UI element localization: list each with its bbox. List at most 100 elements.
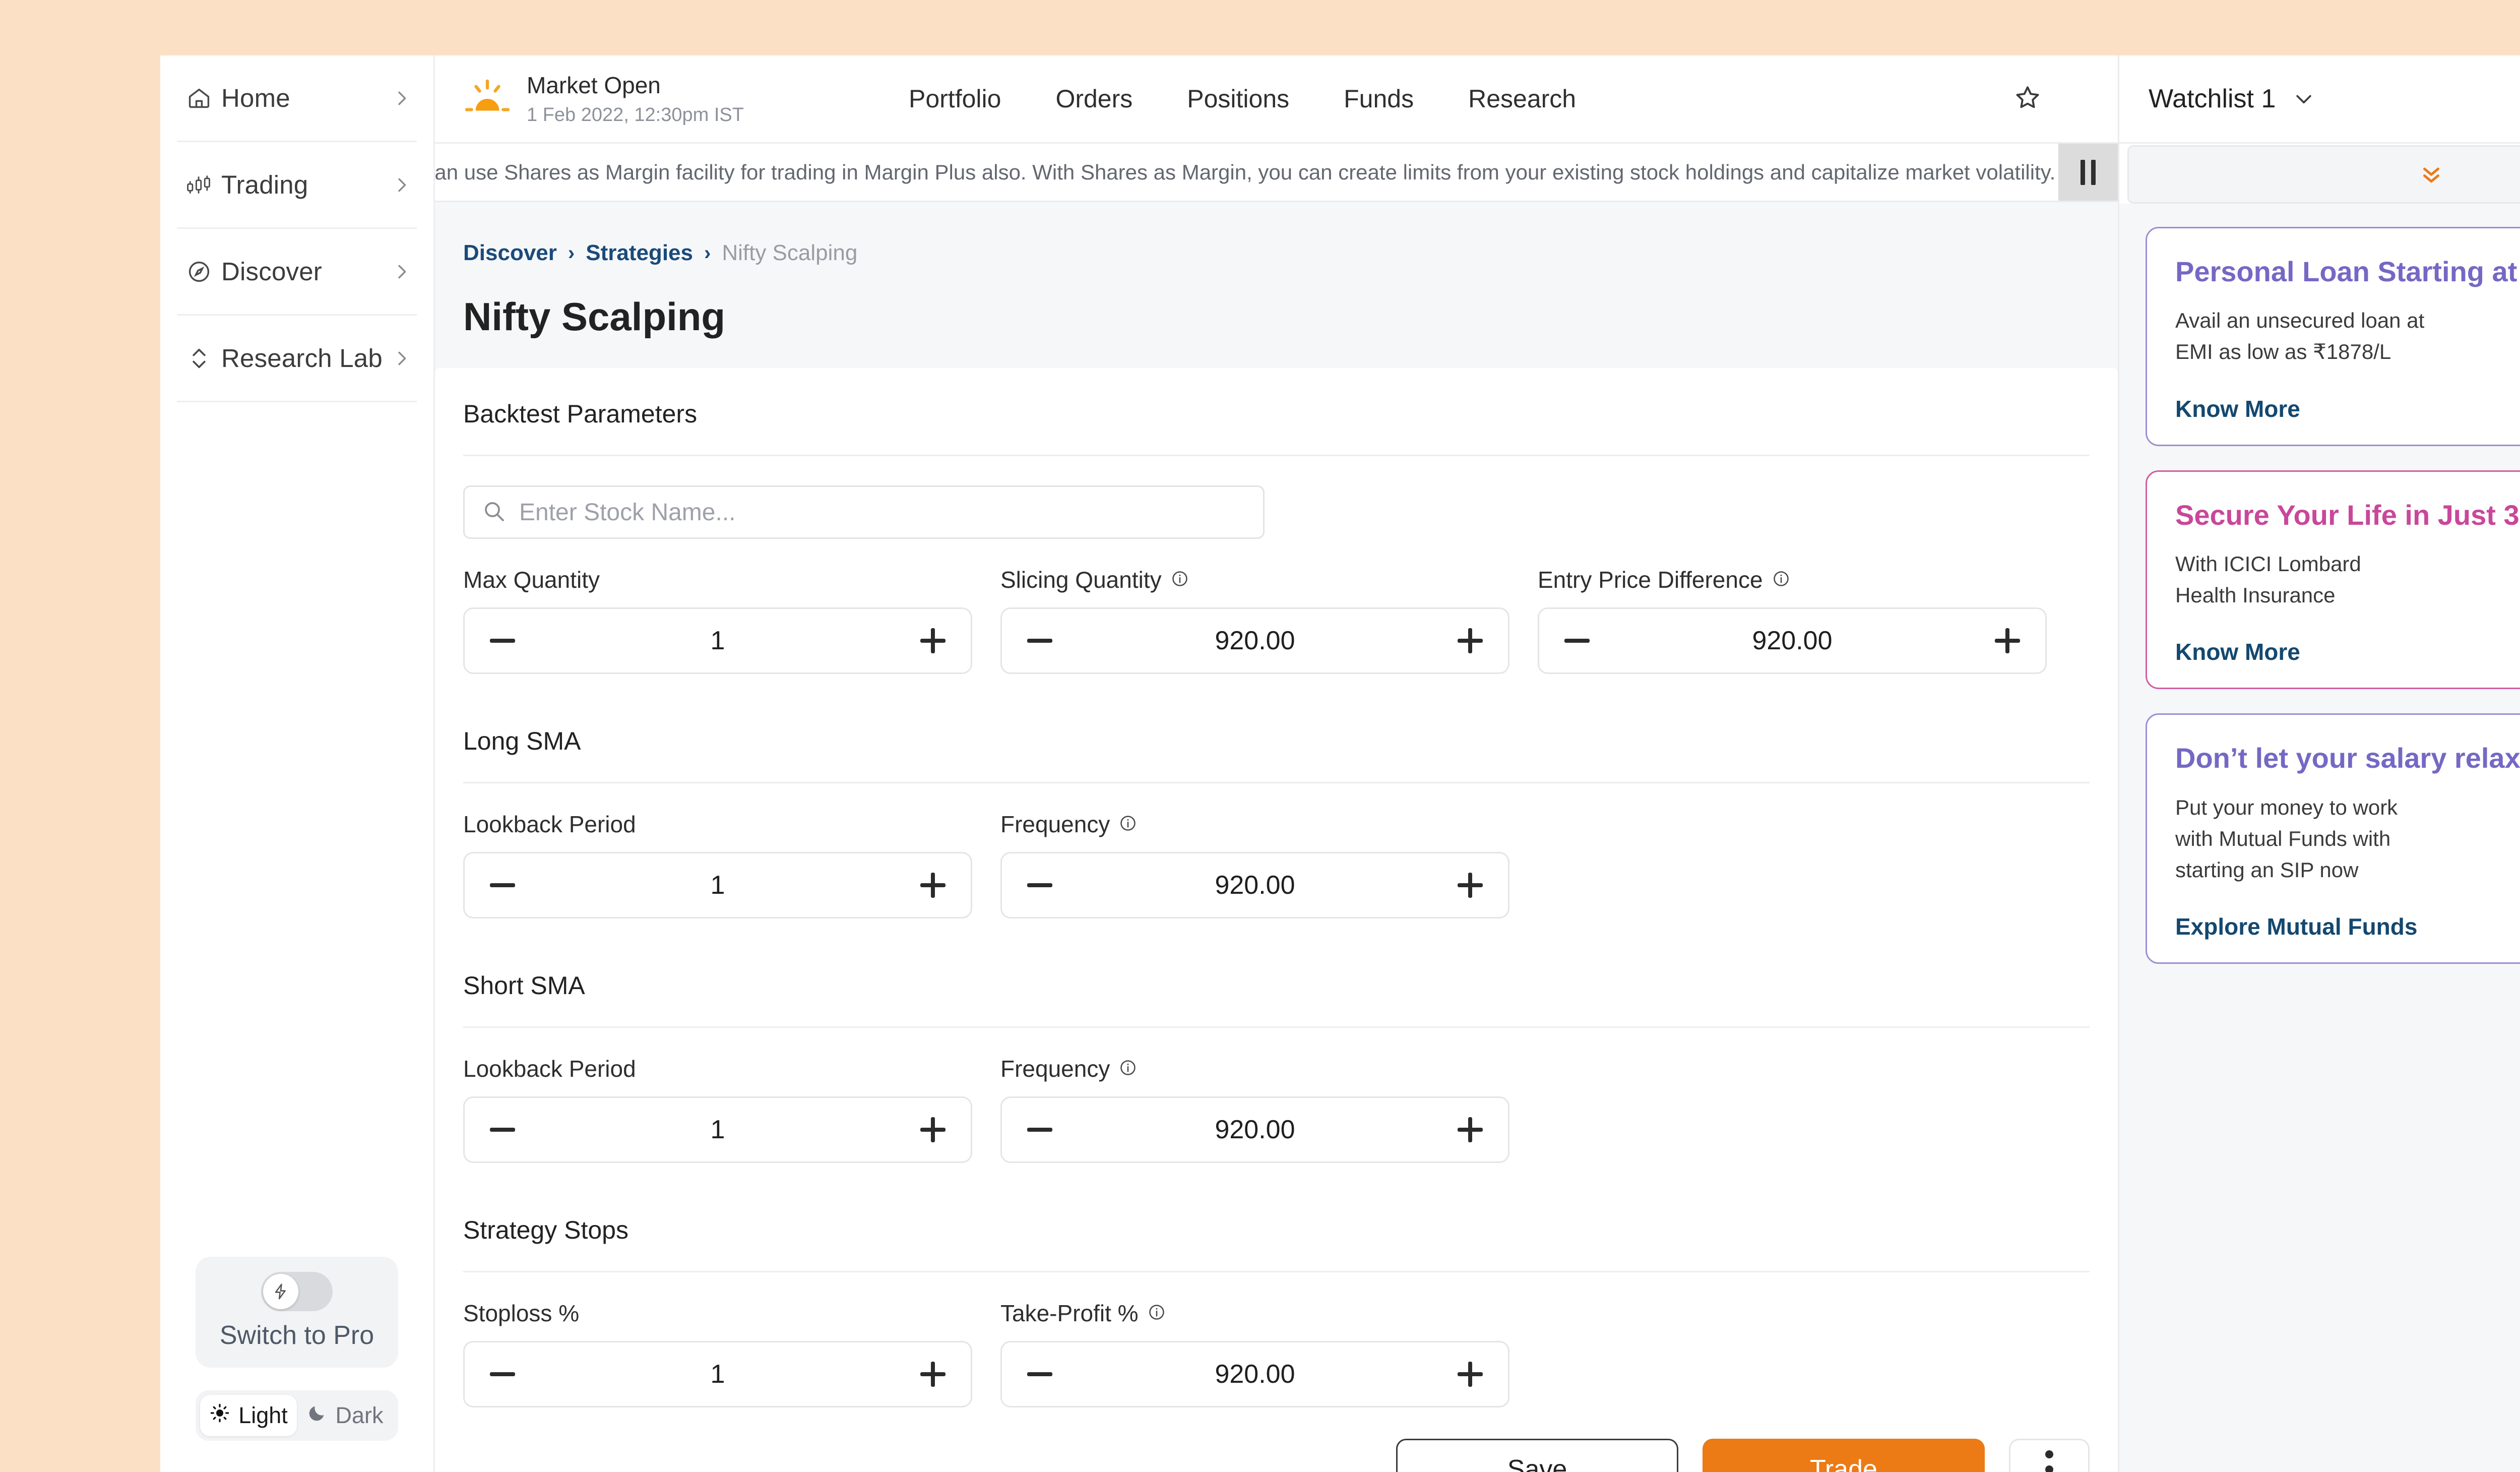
field-label: Max Quantity xyxy=(463,567,600,593)
increment-button[interactable] xyxy=(1432,853,1508,917)
sidebar-item-label: Trading xyxy=(221,170,308,199)
stepper-value[interactable]: 1 xyxy=(710,626,725,655)
ad-cta-explore-mutual-funds[interactable]: Explore Mutual Funds xyxy=(2175,913,2418,940)
stepper-value[interactable]: 1 xyxy=(710,871,725,900)
tab-funds[interactable]: Funds xyxy=(1344,85,1414,113)
increment-button[interactable] xyxy=(1432,1342,1508,1406)
kebab-menu-icon[interactable] xyxy=(2009,1439,2090,1472)
increment-button[interactable] xyxy=(1970,609,2045,672)
chevron-right-icon xyxy=(387,88,417,108)
decrement-button[interactable] xyxy=(1002,609,1078,672)
market-status-title: Market Open xyxy=(527,72,661,98)
tab-orders[interactable]: Orders xyxy=(1055,85,1133,113)
top-nav: Portfolio Orders Positions Funds Researc… xyxy=(909,84,1576,113)
field-slicing-quantity: Slicing Quantity 920.00 xyxy=(1000,566,1509,674)
save-button[interactable]: Save xyxy=(1396,1439,1678,1472)
decrement-button[interactable] xyxy=(1002,1342,1078,1406)
decrement-button[interactable] xyxy=(465,1098,540,1161)
stepper-value[interactable]: 920.00 xyxy=(1215,871,1295,900)
field-label: Lookback Period xyxy=(463,811,636,837)
ad-card-health-insurance[interactable]: Secure Your Life in Just 3 Steps With IC… xyxy=(2146,470,2520,690)
decrement-button[interactable] xyxy=(465,609,540,672)
field-label-wrap: Slicing Quantity xyxy=(1000,566,1509,593)
info-icon[interactable] xyxy=(1148,1300,1166,1327)
slicing-quantity-stepper[interactable]: 920.00 xyxy=(1000,607,1509,674)
sidebar-bottom: Switch to Pro Light Dark xyxy=(160,1257,433,1441)
chevron-down-icon[interactable] xyxy=(2293,88,2315,110)
sidebar-item-label: Research Lab xyxy=(221,344,383,373)
stepper-value[interactable]: 920.00 xyxy=(1215,626,1295,655)
decrement-button[interactable] xyxy=(1002,853,1078,917)
breadcrumb: Discover › Strategies › Nifty Scalping xyxy=(463,202,2090,266)
max-quantity-stepper[interactable]: 1 xyxy=(463,607,972,674)
top-bar: Market Open 1 Feb 2022, 12:30pm IST Port… xyxy=(435,55,2118,144)
minus-icon xyxy=(1564,639,1590,643)
pro-toggle-switch[interactable] xyxy=(261,1272,333,1311)
switch-to-pro-label: Switch to Pro xyxy=(219,1321,374,1350)
decrement-button[interactable] xyxy=(465,853,540,917)
info-icon[interactable] xyxy=(1119,1055,1137,1082)
breadcrumb-current: Nifty Scalping xyxy=(722,240,858,265)
minus-icon xyxy=(1027,1372,1052,1376)
backtest-card: Backtest Parameters Enter Stock Name... xyxy=(435,368,2118,1472)
breadcrumb-strategies[interactable]: Strategies xyxy=(586,240,693,265)
stepper-value[interactable]: 920.00 xyxy=(1752,626,1833,655)
increment-button[interactable] xyxy=(895,1342,971,1406)
increment-button[interactable] xyxy=(895,853,971,917)
increment-button[interactable] xyxy=(895,1098,971,1161)
short-sma-frequency-stepper[interactable]: 920.00 xyxy=(1000,1096,1509,1163)
decrement-button[interactable] xyxy=(1539,609,1615,672)
watchlist-expand-button[interactable] xyxy=(2127,145,2520,204)
theme-option-light[interactable]: Light xyxy=(200,1395,297,1436)
plus-icon xyxy=(920,1362,946,1387)
sun-icon xyxy=(209,1402,230,1429)
info-icon[interactable] xyxy=(1171,566,1189,593)
decrement-button[interactable] xyxy=(1002,1098,1078,1161)
minus-icon xyxy=(490,883,515,887)
pause-icon-bar2 xyxy=(2091,159,2096,185)
theme-option-dark[interactable]: Dark xyxy=(297,1395,394,1436)
stepper-value[interactable]: 920.00 xyxy=(1215,1360,1295,1389)
app-window: Home Trading xyxy=(160,55,2520,1472)
plus-icon xyxy=(1458,873,1483,898)
switch-to-pro-button[interactable]: Switch to Pro xyxy=(196,1257,398,1368)
tab-research[interactable]: Research xyxy=(1468,85,1577,113)
sidebar-item-discover[interactable]: Discover xyxy=(177,229,417,316)
sidebar-item-research-lab[interactable]: Research Lab xyxy=(177,316,417,402)
tab-positions[interactable]: Positions xyxy=(1187,85,1290,113)
stepper-value[interactable]: 920.00 xyxy=(1215,1115,1295,1144)
field-entry-price-difference: Entry Price Difference 920.00 xyxy=(1538,566,2047,674)
long-sma-lookback-stepper[interactable]: 1 xyxy=(463,852,972,918)
chevron-right-icon xyxy=(387,175,417,195)
field-max-quantity: Max Quantity 1 xyxy=(463,566,972,674)
ticker-pause-button[interactable] xyxy=(2058,144,2118,201)
search-input[interactable]: Enter Stock Name... xyxy=(463,485,1265,539)
field-label-wrap: Stoploss % xyxy=(463,1300,972,1327)
breadcrumb-discover[interactable]: Discover xyxy=(463,240,557,265)
ad-cta-know-more[interactable]: Know More xyxy=(2175,395,2300,422)
stoploss-stepper[interactable]: 1 xyxy=(463,1341,972,1407)
stepper-value[interactable]: 1 xyxy=(710,1115,725,1144)
entry-price-difference-stepper[interactable]: 920.00 xyxy=(1538,607,2047,674)
long-sma-frequency-stepper[interactable]: 920.00 xyxy=(1000,852,1509,918)
increment-button[interactable] xyxy=(895,609,971,672)
minus-icon xyxy=(490,639,515,643)
info-icon[interactable] xyxy=(1119,811,1137,838)
trade-button[interactable]: Trade xyxy=(1703,1439,1985,1472)
sidebar-item-trading[interactable]: Trading xyxy=(177,142,417,229)
ad-cta-know-more[interactable]: Know More xyxy=(2175,639,2300,665)
decrement-button[interactable] xyxy=(465,1342,540,1406)
increment-button[interactable] xyxy=(1432,1098,1508,1161)
increment-button[interactable] xyxy=(1432,609,1508,672)
info-icon[interactable] xyxy=(1772,566,1790,593)
star-outline-icon[interactable] xyxy=(2013,83,2042,115)
tab-portfolio[interactable]: Portfolio xyxy=(909,85,1001,113)
right-panel: Watchlist 1 20/50 Personal Loan Starting… xyxy=(2118,55,2520,1472)
ad-card-mutual-funds[interactable]: Don’t let your salary relax! Put your mo… xyxy=(2146,713,2520,964)
ad-title: Secure Your Life in Just 3 Steps xyxy=(2175,499,2520,531)
stepper-value[interactable]: 1 xyxy=(710,1360,725,1389)
sidebar-item-home[interactable]: Home xyxy=(177,55,417,142)
take-profit-stepper[interactable]: 920.00 xyxy=(1000,1341,1509,1407)
ad-card-personal-loan[interactable]: Personal Loan Starting at 10.50% pa Avai… xyxy=(2146,227,2520,446)
short-sma-lookback-stepper[interactable]: 1 xyxy=(463,1096,972,1163)
